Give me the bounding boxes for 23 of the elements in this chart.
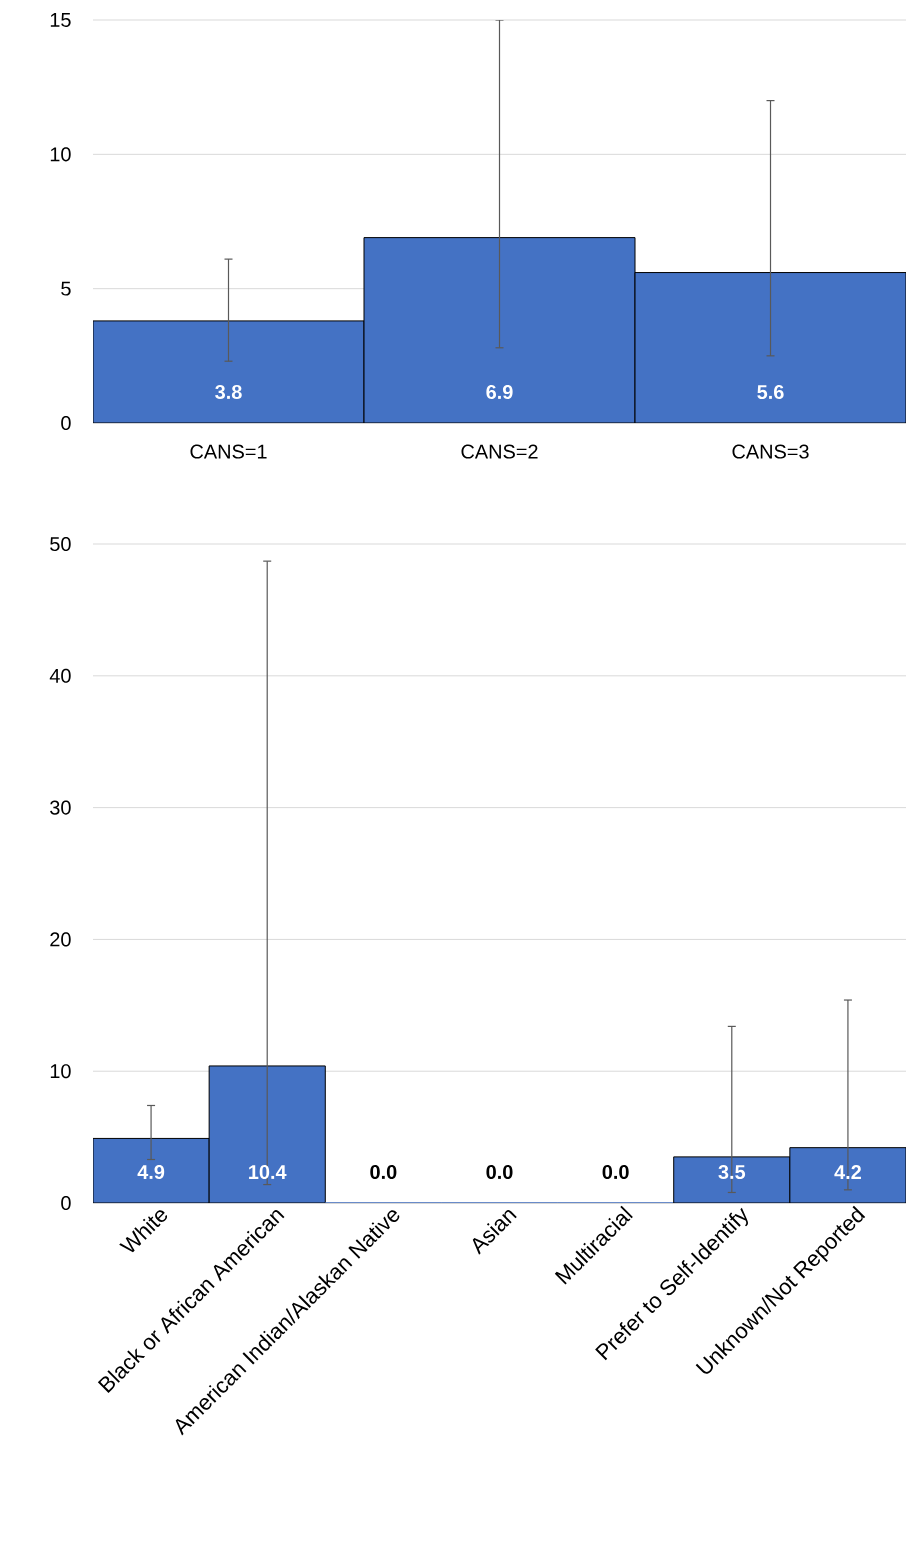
y-tick-label: 0: [61, 1195, 71, 1211]
y-tick-label: 0: [61, 415, 71, 431]
y-tick-label: 10: [50, 1064, 71, 1079]
y-tick-label: 30: [50, 800, 71, 815]
data-label: 3.5: [718, 1164, 746, 1180]
data-label: 3.8: [215, 384, 242, 400]
x-tick-label: CANS=3: [732, 444, 809, 459]
y-tick-label: 20: [50, 932, 71, 947]
y-tick-label: 5: [61, 281, 71, 296]
data-label: 0.0: [370, 1164, 397, 1180]
y-tick-label: 50: [50, 536, 71, 552]
data-label: 0.0: [602, 1164, 629, 1180]
data-label: 5.6: [757, 384, 784, 400]
data-label: 0.0: [486, 1164, 513, 1180]
x-tick-label: CANS=1: [190, 444, 267, 459]
data-label: 10.4: [249, 1164, 287, 1180]
data-label: 6.9: [486, 384, 513, 400]
data-label: 4.9: [137, 1164, 165, 1180]
y-tick-label: 40: [49, 668, 71, 683]
x-tick-label: CANS=2: [461, 444, 538, 459]
y-tick-label: 15: [50, 13, 71, 27]
y-tick-label: 10: [50, 147, 71, 162]
data-label: 4.2: [834, 1165, 861, 1179]
